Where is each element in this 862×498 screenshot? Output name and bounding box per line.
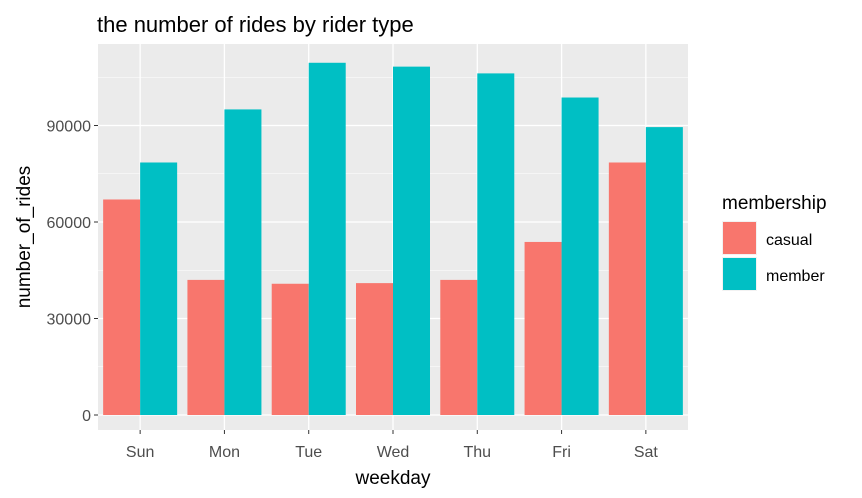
bar-casual-sun (103, 199, 141, 415)
bar-casual-fri (524, 241, 562, 415)
bar-member-thu (477, 73, 515, 415)
y-tick-label: 0 (82, 408, 91, 425)
y-axis-title: number_of_rides (14, 166, 35, 309)
bar-member-sat (645, 127, 683, 415)
bar-member-fri (561, 97, 599, 415)
x-axis-ticks: Sun Mon Tue Wed Thu Fri Sat (126, 430, 659, 461)
x-axis-title: weekday (355, 468, 431, 489)
x-tick-label: Thu (463, 444, 491, 461)
bar-member-sun (140, 162, 178, 415)
legend-label-casual: casual (766, 232, 812, 249)
x-tick-label: Tue (295, 444, 322, 461)
bar-member-mon (224, 109, 262, 416)
x-tick-label: Wed (377, 444, 410, 461)
x-tick-label: Sat (634, 444, 659, 461)
legend: membership casual member (722, 193, 827, 291)
legend-label-member: member (766, 268, 825, 285)
y-tick-label: 30000 (47, 312, 92, 329)
bars (103, 62, 683, 416)
bar-casual-mon (187, 279, 225, 415)
chart-title: the number of rides by rider type (97, 12, 414, 37)
y-tick-label: 90000 (47, 119, 92, 136)
bar-member-tue (308, 62, 346, 416)
y-tick-label: 60000 (47, 215, 92, 232)
x-tick-label: Fri (552, 444, 571, 461)
x-tick-label: Mon (209, 444, 240, 461)
x-tick-label: Sun (126, 444, 154, 461)
legend-title: membership (722, 193, 827, 214)
legend-swatch-casual (723, 222, 756, 254)
bar-casual-wed (356, 283, 393, 415)
legend-swatch-member (723, 258, 756, 290)
bar-casual-thu (440, 279, 478, 415)
bar-member-wed (393, 66, 430, 415)
bar-casual-sat (608, 162, 646, 415)
y-axis-ticks: 0 30000 60000 90000 (47, 119, 98, 425)
bar-casual-tue (271, 283, 309, 415)
